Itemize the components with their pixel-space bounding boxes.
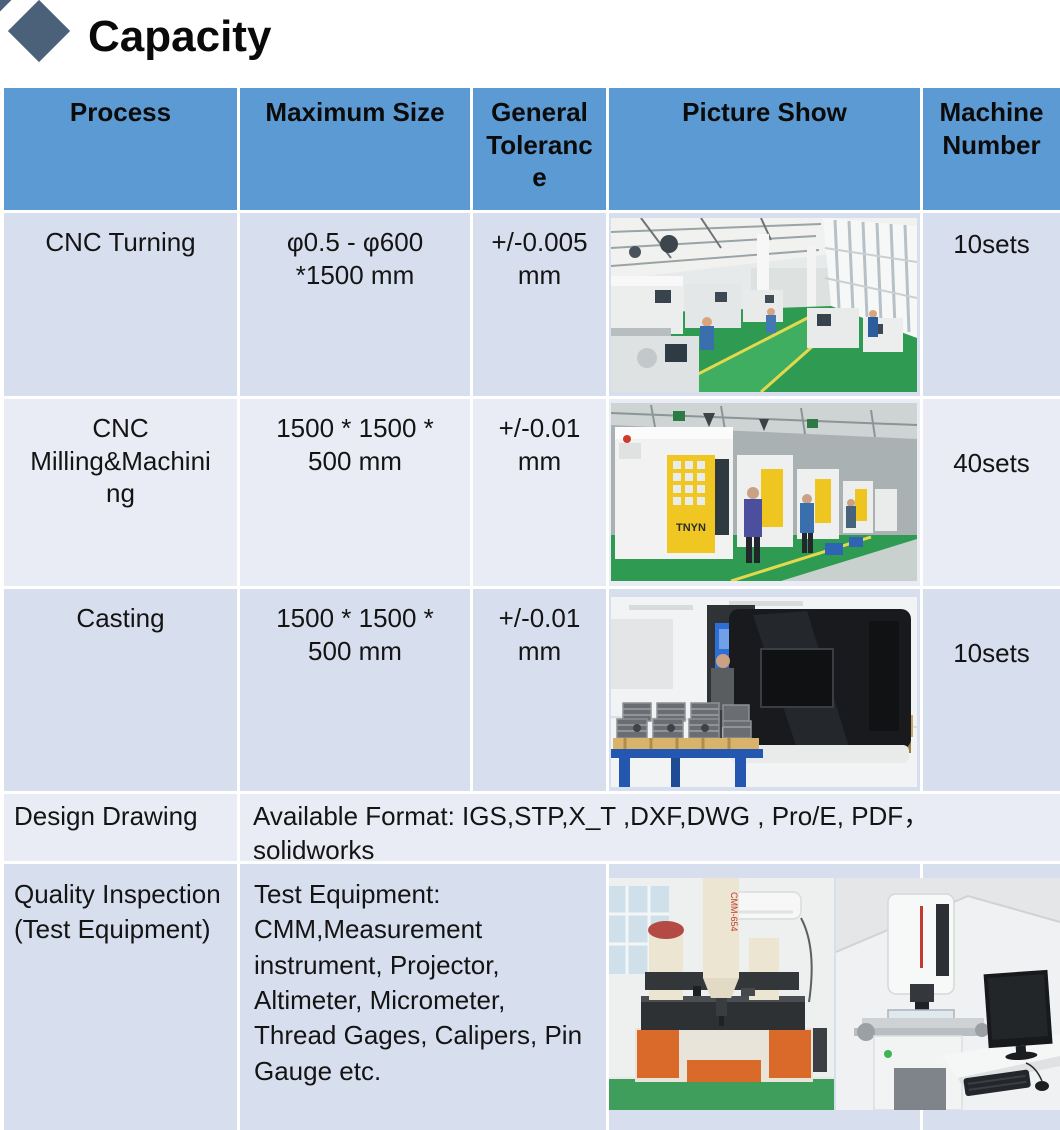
row-cnc-milling-process: CNC Milling&Machini ng: [4, 399, 237, 586]
video-measuring-machine-photo: [836, 878, 1060, 1110]
row-quality-inspection-pictures-cell: CMM-654: [609, 864, 1060, 1130]
cmm-machine-photo: CMM-654: [609, 878, 834, 1110]
header-general-tolerance: General Toleranc e: [473, 88, 606, 210]
cnc-milling-workshop-photo: TNYN: [611, 403, 917, 581]
page-title: Capacity: [88, 12, 272, 61]
milling-machine-brand-label: TNYN: [676, 522, 706, 534]
row-quality-inspection-equipment: Test Equipment: CMM,Measurement instrume…: [240, 864, 606, 1130]
row-casting-max-size: 1500 * 1500 * 500 mm: [240, 589, 470, 791]
diamond-bullet-icon: [7, 0, 71, 63]
cnc-turning-workshop-photo: [611, 218, 917, 392]
cnc-milling-workshop-illustration: TNYN: [611, 403, 917, 581]
header-maximum-size: Maximum Size: [240, 88, 470, 210]
cmm-machine-illustration: CMM-654: [609, 878, 834, 1110]
cmm-model-label: CMM-654: [729, 892, 739, 932]
cnc-turning-workshop-illustration: [611, 218, 917, 392]
row-cnc-turning-picture-cell: [609, 213, 920, 396]
row-design-drawing-process: Design Drawing: [4, 794, 237, 861]
row-cnc-milling-max-size: 1500 * 1500 * 500 mm: [240, 399, 470, 586]
title-bar: Capacity: [0, 0, 1060, 88]
row-casting-machines: 10sets: [923, 589, 1060, 791]
row-cnc-turning-process: CNC Turning: [4, 213, 237, 396]
row-casting-process: Casting: [4, 589, 237, 791]
row-quality-inspection-process: Quality Inspection (Test Equipment): [4, 864, 237, 1130]
row-cnc-milling-machines: 40sets: [923, 399, 1060, 586]
row-cnc-turning-machines: 10sets: [923, 213, 1060, 396]
row-cnc-milling-picture-cell: TNYN: [609, 399, 920, 586]
casting-machine-photo: [611, 597, 917, 787]
header-picture-show: Picture Show: [609, 88, 920, 210]
row-casting-picture-cell: [609, 589, 920, 791]
video-measuring-machine-illustration: [836, 878, 1060, 1110]
row-cnc-turning-tolerance: +/-0.005 mm: [473, 213, 606, 396]
casting-machine-illustration: [611, 597, 917, 787]
row-cnc-turning-max-size: φ0.5 - φ600 *1500 mm: [240, 213, 470, 396]
header-machine-number: Machine Number: [923, 88, 1060, 210]
capacity-table: Process Maximum Size General Toleranc e …: [4, 88, 1060, 1130]
row-cnc-milling-tolerance: +/-0.01 mm: [473, 399, 606, 586]
header-process: Process: [4, 88, 237, 210]
row-design-drawing-formats: Available Format: IGS,STP,X_T ,DXF,DWG ,…: [240, 794, 1060, 861]
corner-diamond-icon: [0, 0, 22, 16]
row-casting-tolerance: +/-0.01 mm: [473, 589, 606, 791]
